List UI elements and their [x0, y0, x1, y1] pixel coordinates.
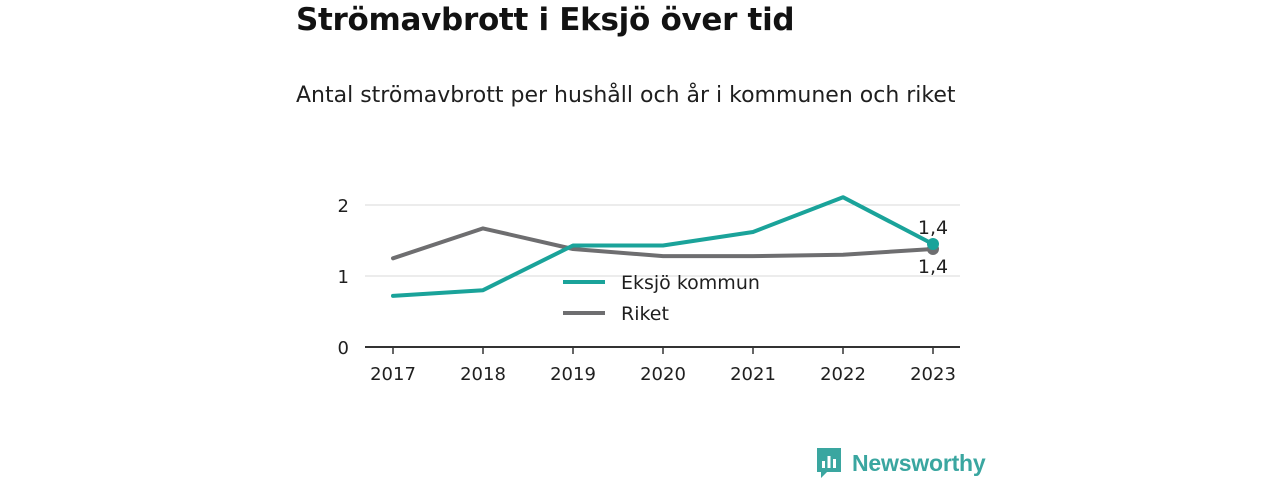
series-line-eksjö-kommun — [391, 195, 935, 298]
legend-label: Eksjö kommun — [621, 272, 760, 294]
end-labels: 1,4 1,4 — [918, 217, 948, 278]
y-tick-label: 0 — [338, 338, 349, 359]
series-lines — [391, 195, 939, 298]
brand-name: Newsworthy — [852, 449, 986, 476]
x-tick-label: 2021 — [730, 364, 776, 385]
x-tick-label: 2020 — [640, 364, 686, 385]
end-value-label: 1,4 — [918, 256, 948, 278]
x-tick-label: 2018 — [460, 364, 506, 385]
newsworthy-logo: Newsworthy — [815, 446, 986, 480]
series-end-point — [927, 238, 939, 251]
legend: Eksjö kommun Riket — [563, 272, 760, 325]
y-tick-label: 2 — [338, 196, 349, 217]
x-tick-label: 2019 — [550, 364, 596, 385]
x-tick-label: 2023 — [910, 364, 956, 385]
y-tick-label: 1 — [338, 267, 349, 288]
chart-title: Strömavbrott i Eksjö över tid — [296, 2, 795, 38]
x-tick-label: 2017 — [370, 364, 416, 385]
axes: 0 1 2 2017 2018 2019 2020 2021 2022 2023 — [338, 196, 960, 385]
newsworthy-logo-icon — [817, 448, 841, 478]
gridlines — [365, 204, 960, 277]
chart-subtitle: Antal strömavbrott per hushåll och år i … — [296, 83, 956, 108]
series-line-riket — [391, 226, 935, 261]
legend-label: Riket — [621, 303, 669, 325]
end-value-label: 1,4 — [918, 217, 948, 239]
x-tick-label: 2022 — [820, 364, 866, 385]
